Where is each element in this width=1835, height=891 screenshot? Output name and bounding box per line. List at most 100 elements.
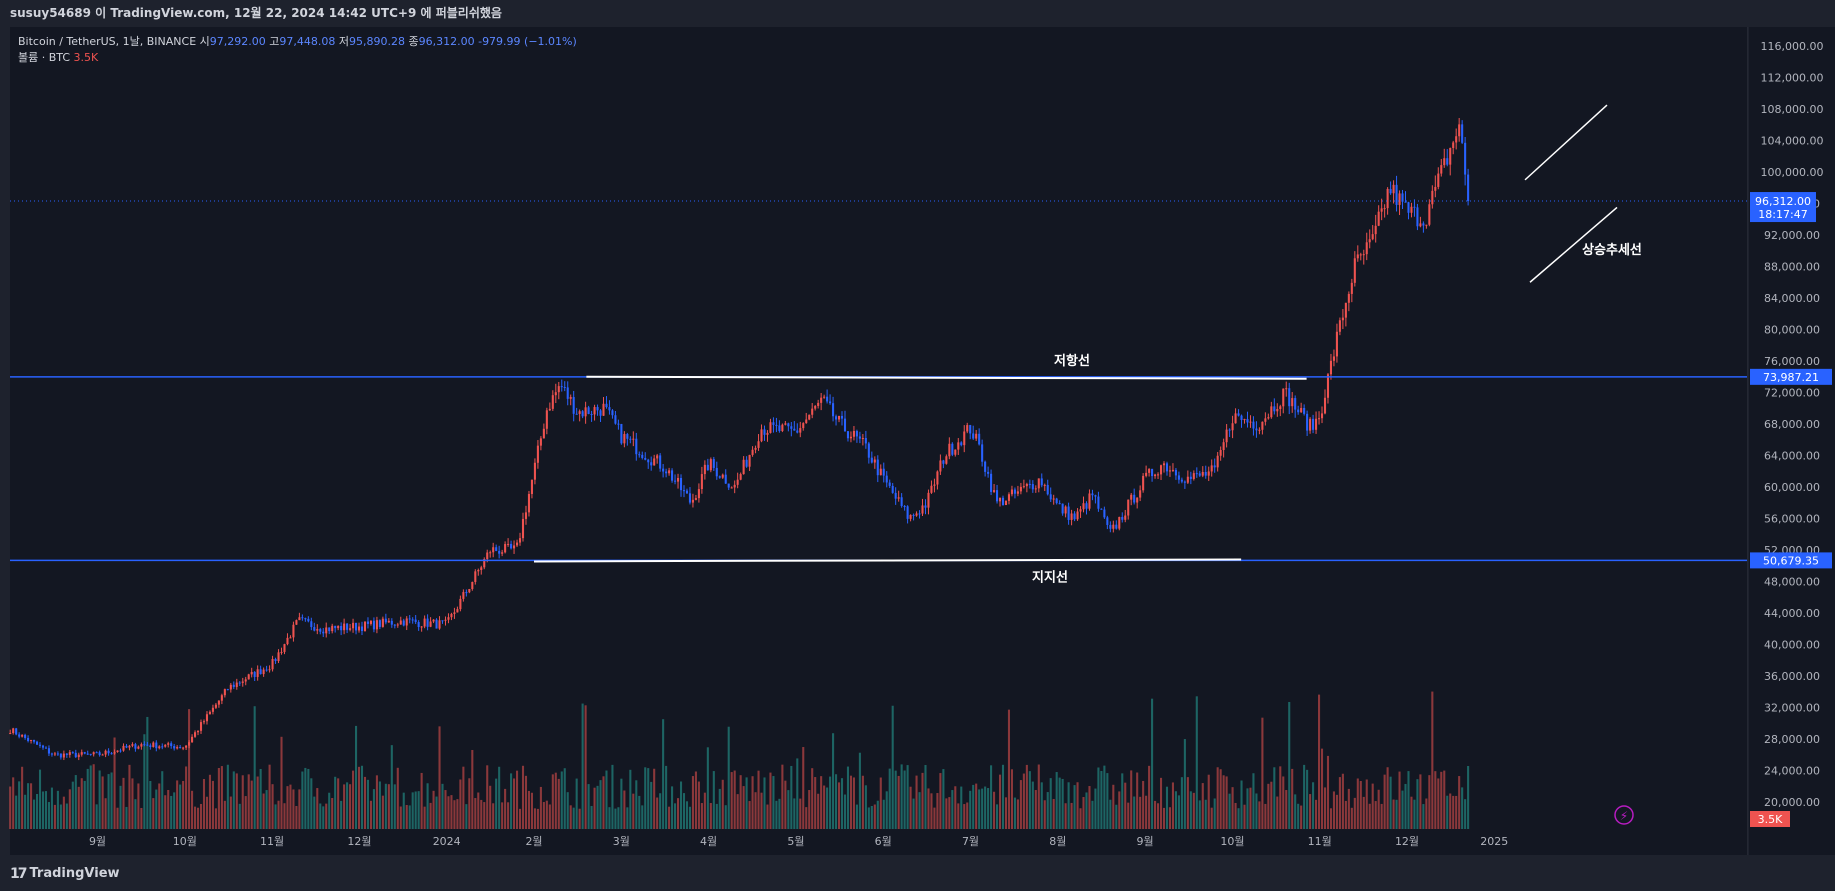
volume-bar bbox=[1416, 779, 1419, 829]
volume-bar bbox=[128, 764, 131, 829]
candle-body bbox=[963, 431, 966, 446]
volume-bar bbox=[852, 777, 855, 829]
candle-body bbox=[152, 742, 155, 747]
candle-body bbox=[811, 408, 814, 415]
volume-bar bbox=[548, 804, 551, 829]
time-tick-label: 11월 bbox=[1308, 835, 1332, 848]
volume-bar bbox=[1401, 790, 1404, 829]
candle-body bbox=[304, 618, 307, 620]
volume-bar bbox=[185, 766, 188, 829]
candle-body bbox=[897, 497, 900, 499]
volume-bar bbox=[1264, 803, 1267, 829]
volume-bar bbox=[59, 804, 62, 829]
candle-body bbox=[1437, 173, 1440, 187]
candle-body bbox=[659, 455, 662, 469]
candle-body bbox=[188, 742, 191, 746]
price-tick-label: 24,000.00 bbox=[1764, 765, 1820, 778]
volume-bar bbox=[817, 793, 820, 829]
candle-body bbox=[826, 396, 829, 402]
candle-body bbox=[608, 407, 611, 411]
trend-channel-upper[interactable] bbox=[1524, 104, 1608, 181]
candle-body bbox=[420, 626, 423, 628]
candle-body bbox=[566, 387, 569, 399]
candle-body bbox=[164, 744, 167, 747]
volume-bar bbox=[760, 792, 763, 829]
volume-bar bbox=[1461, 787, 1464, 829]
volume-bar bbox=[1046, 792, 1049, 829]
candle-body bbox=[1279, 406, 1282, 409]
time-axis[interactable] bbox=[10, 829, 1747, 855]
volume-bar bbox=[1371, 783, 1374, 829]
trend-channel-lower[interactable] bbox=[1529, 206, 1618, 283]
candle-body bbox=[1007, 494, 1011, 501]
candle-body bbox=[507, 543, 510, 545]
footer-brand-name: TradingView bbox=[29, 866, 120, 881]
candle-body bbox=[1139, 490, 1142, 498]
price-tick-label: 32,000.00 bbox=[1764, 702, 1820, 715]
candle-body bbox=[1276, 408, 1279, 412]
candle-body bbox=[331, 625, 334, 632]
candle-body bbox=[1282, 388, 1285, 407]
volume-bar bbox=[674, 803, 677, 829]
candle-body bbox=[286, 637, 289, 645]
volume-bar bbox=[1323, 787, 1327, 829]
volume-bar bbox=[1255, 793, 1258, 829]
volume-bar bbox=[77, 786, 80, 829]
candle-body bbox=[38, 744, 42, 746]
candle-body bbox=[340, 625, 343, 631]
volume-bar bbox=[1329, 808, 1333, 829]
volume-bar bbox=[554, 772, 557, 829]
candle-body bbox=[918, 513, 921, 515]
volume-bar bbox=[662, 719, 665, 829]
footer-brand[interactable]: 17 TradingView bbox=[10, 862, 120, 886]
candle-body bbox=[1031, 484, 1034, 490]
candle-body bbox=[137, 746, 140, 749]
chart-pane[interactable] bbox=[10, 27, 1747, 855]
volume-bar bbox=[1320, 748, 1324, 829]
lightning-icon[interactable] bbox=[1614, 805, 1634, 825]
candle-body bbox=[614, 415, 617, 424]
volume-bar bbox=[563, 768, 566, 829]
volume-bar bbox=[1288, 701, 1291, 829]
candle-body bbox=[835, 416, 838, 420]
volume-bar bbox=[453, 800, 456, 829]
legend-volume-label[interactable]: 볼륨 · BTC bbox=[18, 51, 71, 64]
candle-body bbox=[1049, 494, 1052, 500]
resistance-drawing[interactable] bbox=[586, 375, 1307, 380]
volume-bar bbox=[346, 782, 349, 829]
price-tick-label: 84,000.00 bbox=[1764, 292, 1820, 305]
volume-bar bbox=[617, 807, 620, 829]
candle-body bbox=[548, 408, 551, 411]
volume-bar bbox=[1312, 782, 1315, 829]
price-axis[interactable] bbox=[1748, 27, 1835, 855]
candle-body bbox=[1416, 207, 1419, 227]
candle-body bbox=[846, 431, 850, 439]
volume-bar bbox=[584, 705, 587, 829]
volume-bar bbox=[814, 777, 817, 829]
volume-bar bbox=[411, 792, 414, 829]
legend-symbol[interactable]: Bitcoin / TetherUS, 1날, BINANCE bbox=[18, 35, 197, 48]
volume-bar bbox=[507, 802, 510, 829]
candle-body bbox=[1380, 208, 1383, 212]
candle-body bbox=[384, 618, 387, 623]
volume-bar bbox=[27, 783, 30, 829]
candle-body bbox=[843, 418, 847, 432]
volume-bar bbox=[253, 706, 256, 829]
volume-bar bbox=[1231, 787, 1234, 829]
candle-body bbox=[912, 514, 915, 516]
candle-body bbox=[885, 475, 888, 483]
volume-bar bbox=[116, 807, 119, 829]
volume-bar bbox=[1109, 799, 1112, 829]
candle-body bbox=[122, 745, 125, 751]
support-drawing[interactable] bbox=[533, 558, 1242, 563]
candle-body bbox=[742, 459, 745, 475]
volume-bar bbox=[444, 790, 447, 829]
candle-body bbox=[280, 651, 283, 653]
volume-bar bbox=[560, 771, 563, 829]
volume-bar bbox=[188, 709, 191, 829]
volume-bar bbox=[1350, 807, 1353, 829]
volume-bar bbox=[739, 775, 742, 829]
candle-body bbox=[617, 423, 620, 425]
candle-body bbox=[867, 443, 870, 458]
